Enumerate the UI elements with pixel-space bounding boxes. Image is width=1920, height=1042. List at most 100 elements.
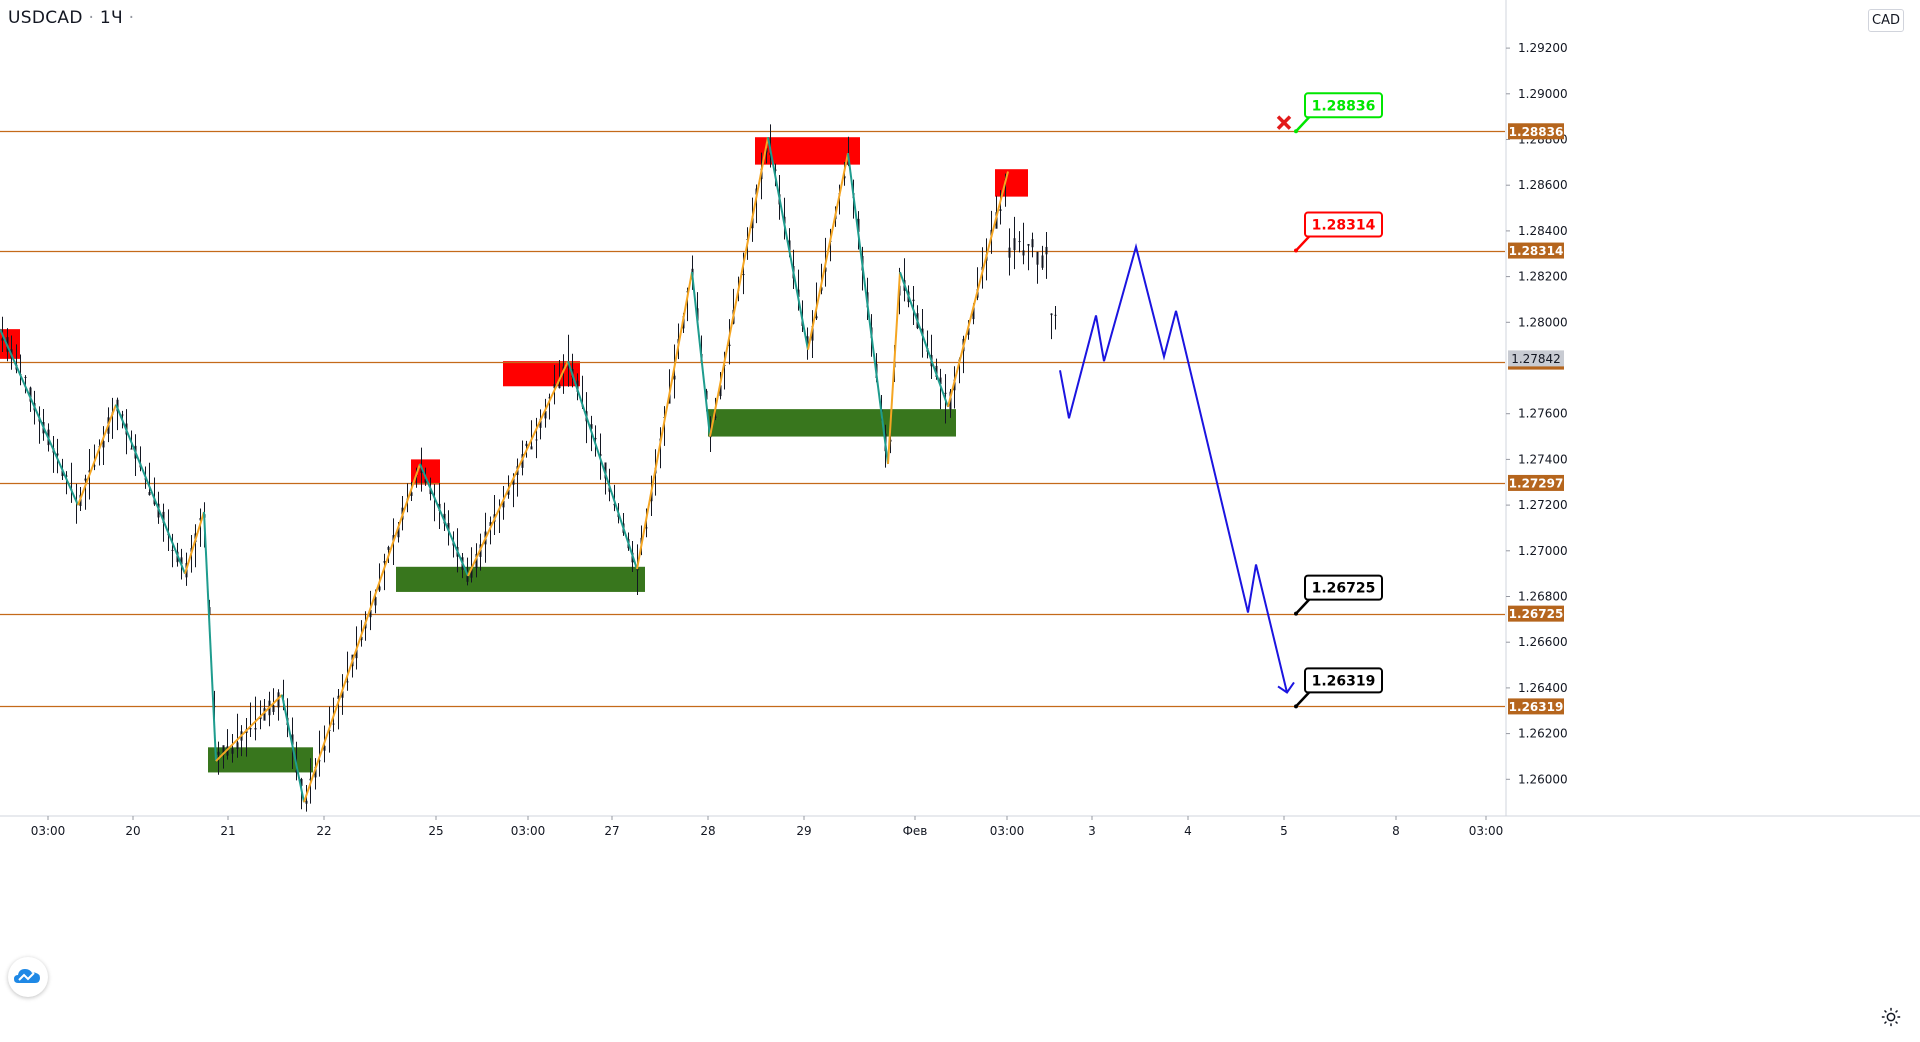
x-tick-label: 03:00 xyxy=(990,824,1025,838)
candle-body xyxy=(429,488,432,495)
x-tick-label: 22 xyxy=(316,824,331,838)
candle-body xyxy=(355,649,358,659)
demand-zone xyxy=(708,409,956,437)
candle-body xyxy=(88,470,91,473)
candle-body xyxy=(61,469,64,477)
candle-body xyxy=(213,706,216,708)
candle-body xyxy=(254,728,257,730)
candle-body xyxy=(567,366,570,368)
x-tick-label: 5 xyxy=(1280,824,1288,838)
candle-body xyxy=(525,443,528,446)
zigzag-up-segment xyxy=(947,171,1009,408)
forecast-path xyxy=(1059,243,1288,693)
candle-body xyxy=(797,289,800,297)
level-price-tag-text: 1.26725 xyxy=(1509,607,1564,621)
level-price-tag-text: 1.28314 xyxy=(1509,244,1564,258)
candle-body xyxy=(774,169,777,171)
x-tick-label: 27 xyxy=(604,824,619,838)
supply-zone xyxy=(503,361,580,387)
candle-body xyxy=(374,597,377,606)
x-tick-label: 3 xyxy=(1088,824,1096,838)
supply-zone xyxy=(995,169,1028,197)
candle-body xyxy=(337,695,340,699)
y-tick-label: 1.26200 xyxy=(1518,727,1568,741)
candle-body xyxy=(912,299,915,302)
callout-text: 1.26725 xyxy=(1312,581,1376,597)
zigzag-up-segment xyxy=(215,694,283,762)
candle-body xyxy=(967,328,970,335)
candle-body xyxy=(562,366,565,370)
candle-body xyxy=(1008,247,1011,258)
candle-body xyxy=(594,438,597,440)
candle-body xyxy=(1031,239,1034,248)
candle-body xyxy=(1,338,4,341)
y-tick-label: 1.27400 xyxy=(1518,452,1568,466)
candle-body xyxy=(424,479,427,483)
zigzag-down-segment xyxy=(281,694,305,803)
symbol-header[interactable]: USDCAD · 1Ч · xyxy=(8,8,134,28)
candle-body xyxy=(447,523,450,531)
candle-body xyxy=(171,549,174,551)
currency-badge[interactable]: CAD xyxy=(1868,9,1904,32)
zigzag-up-segment xyxy=(636,271,693,570)
candle-body xyxy=(636,568,639,571)
candle-body xyxy=(236,742,239,749)
candle-body xyxy=(673,375,676,380)
symbol-separator: · xyxy=(88,8,95,28)
candle-body xyxy=(65,475,68,477)
candle-body xyxy=(378,586,381,591)
zigzag-up-segment xyxy=(887,271,901,465)
y-tick-label: 1.29000 xyxy=(1518,87,1568,101)
candle-body xyxy=(820,287,823,291)
candle-body xyxy=(999,209,1002,211)
tradingview-logo[interactable] xyxy=(8,957,48,997)
candle-body xyxy=(944,392,947,394)
level-price-tag xyxy=(1508,698,1564,715)
candle-body xyxy=(475,553,478,569)
candle-body xyxy=(231,748,234,754)
zigzag-up-segment xyxy=(303,463,421,803)
candle-body xyxy=(507,489,510,495)
x-tick-label: 28 xyxy=(700,824,715,838)
zigzag-up-segment xyxy=(709,137,769,437)
y-tick-label: 1.27600 xyxy=(1518,407,1568,421)
y-tick-label: 1.28600 xyxy=(1518,178,1568,192)
zigzag-down-segment xyxy=(567,360,638,570)
candle-body xyxy=(811,325,814,341)
candle-body xyxy=(1018,241,1021,243)
candle-body xyxy=(466,573,469,582)
candle-body xyxy=(1054,314,1057,316)
callout-text: 1.28314 xyxy=(1312,218,1376,234)
candle-body xyxy=(535,439,538,441)
candle-body xyxy=(939,377,942,385)
candle-body xyxy=(305,800,308,804)
candle-body xyxy=(558,384,561,389)
candle-body xyxy=(309,778,312,781)
y-tick-label: 1.26000 xyxy=(1518,772,1568,786)
zigzag-down-segment xyxy=(0,328,79,506)
candle-body xyxy=(1045,246,1048,255)
x-tick-label: 8 xyxy=(1392,824,1400,838)
candle-body xyxy=(788,240,791,251)
stop-loss-x-icon xyxy=(1276,115,1292,130)
y-tick-label: 1.28200 xyxy=(1518,270,1568,284)
zigzag-up-segment xyxy=(467,360,569,577)
x-tick-label: 03:00 xyxy=(511,824,546,838)
zigzag-up-segment xyxy=(77,404,117,506)
callout-anchor-dot xyxy=(1294,129,1298,134)
callout-text: 1.28836 xyxy=(1312,98,1376,114)
candle-body xyxy=(295,770,298,773)
candle-body xyxy=(84,478,87,481)
y-tick-label: 1.27000 xyxy=(1518,544,1568,558)
candle-body xyxy=(272,705,275,712)
candle-body xyxy=(1013,238,1016,251)
candle-body xyxy=(162,511,165,523)
candle-body xyxy=(889,439,892,442)
candle-body xyxy=(1041,255,1044,268)
candle-body xyxy=(728,344,731,347)
zigzag-up-segment xyxy=(807,153,849,350)
gear-icon[interactable] xyxy=(1880,1006,1902,1028)
candle-body xyxy=(29,387,32,402)
demand-zone xyxy=(396,566,645,592)
